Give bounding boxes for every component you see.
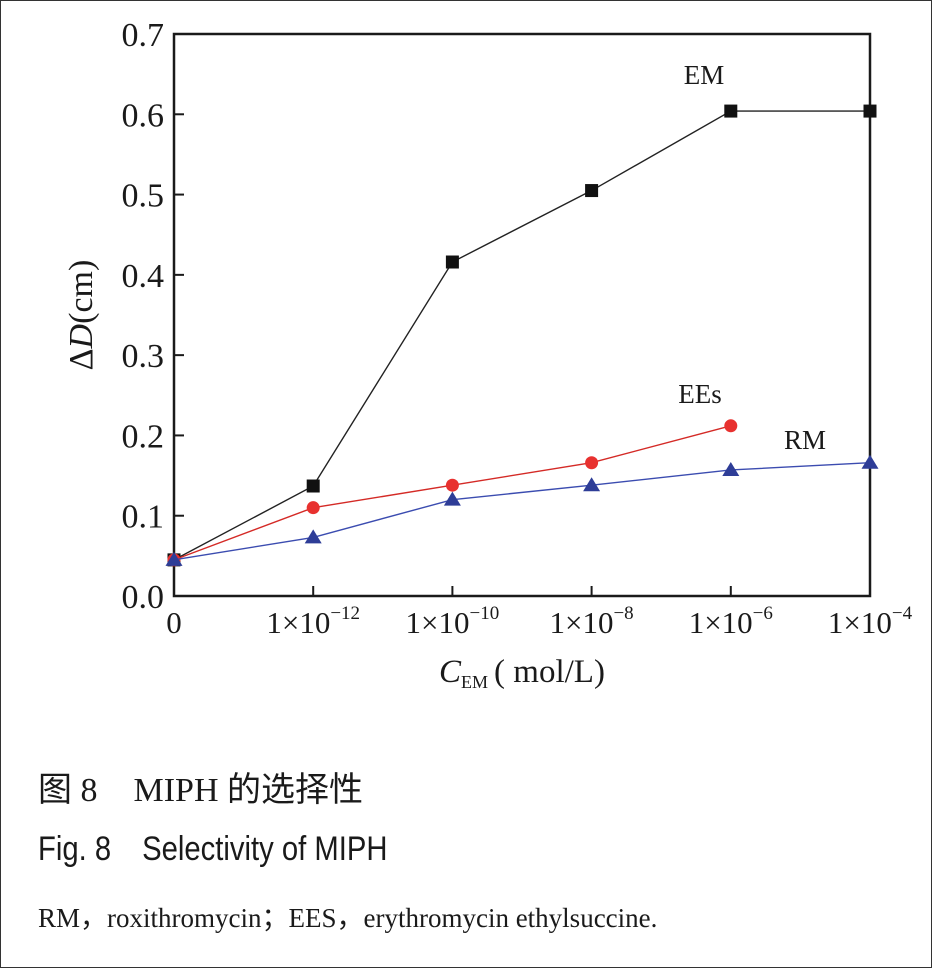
em-series-label: EM	[684, 60, 725, 90]
x-label-sub: EM	[461, 672, 488, 692]
y-label-unit: (cm)	[63, 260, 100, 324]
y-axis-label: ΔD(cm)	[63, 260, 100, 371]
selectivity-chart: 0.0 0.1 0.2 0.3 0.4 0.5 0.6 0.7 0 1×10−12 1×10−10…	[63, 17, 913, 692]
y-label-delta: Δ	[63, 348, 100, 370]
em-data-point	[445, 255, 459, 269]
em-data-point	[863, 104, 877, 118]
y-tick-label: 0.2	[122, 418, 165, 455]
y-tick-label: 0.6	[122, 97, 165, 134]
caption-en-label: Fig. 8	[38, 830, 112, 868]
x-label-var: C	[439, 654, 462, 690]
y-tick-label: 0.1	[122, 499, 165, 536]
caption-english: Fig. 8 Selectivity of MIPH	[38, 830, 387, 869]
ees-data-point	[724, 419, 738, 433]
em-data-point	[585, 184, 599, 198]
x-axis-ticks: 0 1×10−12 1×10−10 1×10−8 1×10−6 1×10−4	[166, 586, 913, 640]
caption-en-text: Selectivity of MIPH	[142, 830, 388, 868]
em-data-point	[724, 104, 738, 118]
rm-series-label: RM	[784, 425, 826, 455]
y-axis-ticks: 0.0 0.1 0.2 0.3 0.4 0.5 0.6 0.7	[122, 17, 184, 616]
y-tick-label: 0.0	[122, 579, 165, 616]
series-labels: EM EEs RM	[678, 60, 826, 455]
plot-frame	[172, 32, 872, 598]
y-label-var: D	[63, 323, 100, 349]
ees-series-label: EEs	[678, 379, 722, 409]
x-label-unit: ( mol/L)	[494, 654, 605, 690]
x-tick-label: 1×10−4	[828, 603, 913, 640]
ees-data-point	[306, 501, 320, 515]
x-tick-label: 0	[166, 605, 182, 640]
em-series-line	[173, 110, 870, 561]
y-tick-label: 0.4	[122, 258, 165, 295]
x-tick-label: 1×10−6	[689, 603, 773, 640]
x-tick-label: 1×10−12	[266, 603, 360, 640]
x-tick-label: 1×10−8	[549, 603, 633, 640]
rm-series-line	[173, 462, 871, 561]
y-tick-label: 0.5	[122, 178, 165, 215]
em-data-point	[306, 479, 320, 493]
caption-cn-text: MIPH 的选择性	[133, 772, 364, 809]
y-tick-label: 0.7	[122, 17, 165, 54]
caption-chinese: 图 8 MIPH 的选择性	[38, 762, 363, 811]
y-tick-label: 0.3	[122, 338, 165, 375]
rm-data-point	[722, 461, 740, 476]
rm-data-point	[583, 477, 601, 492]
x-axis-label: CEM ( mol/L)	[439, 654, 605, 692]
series-group	[165, 104, 879, 567]
caption-note: RM，roxithromycin；EES，erythromycin ethyls…	[38, 903, 658, 933]
caption-cn-label: 图 8	[38, 772, 98, 809]
rm-data-point	[443, 491, 461, 506]
ees-data-point	[445, 478, 459, 492]
x-tick-label: 1×10−10	[406, 603, 500, 640]
ees-data-point	[585, 456, 599, 470]
rm-data-point	[304, 529, 322, 544]
rm-data-point	[165, 551, 183, 566]
rm-data-point	[861, 454, 879, 469]
